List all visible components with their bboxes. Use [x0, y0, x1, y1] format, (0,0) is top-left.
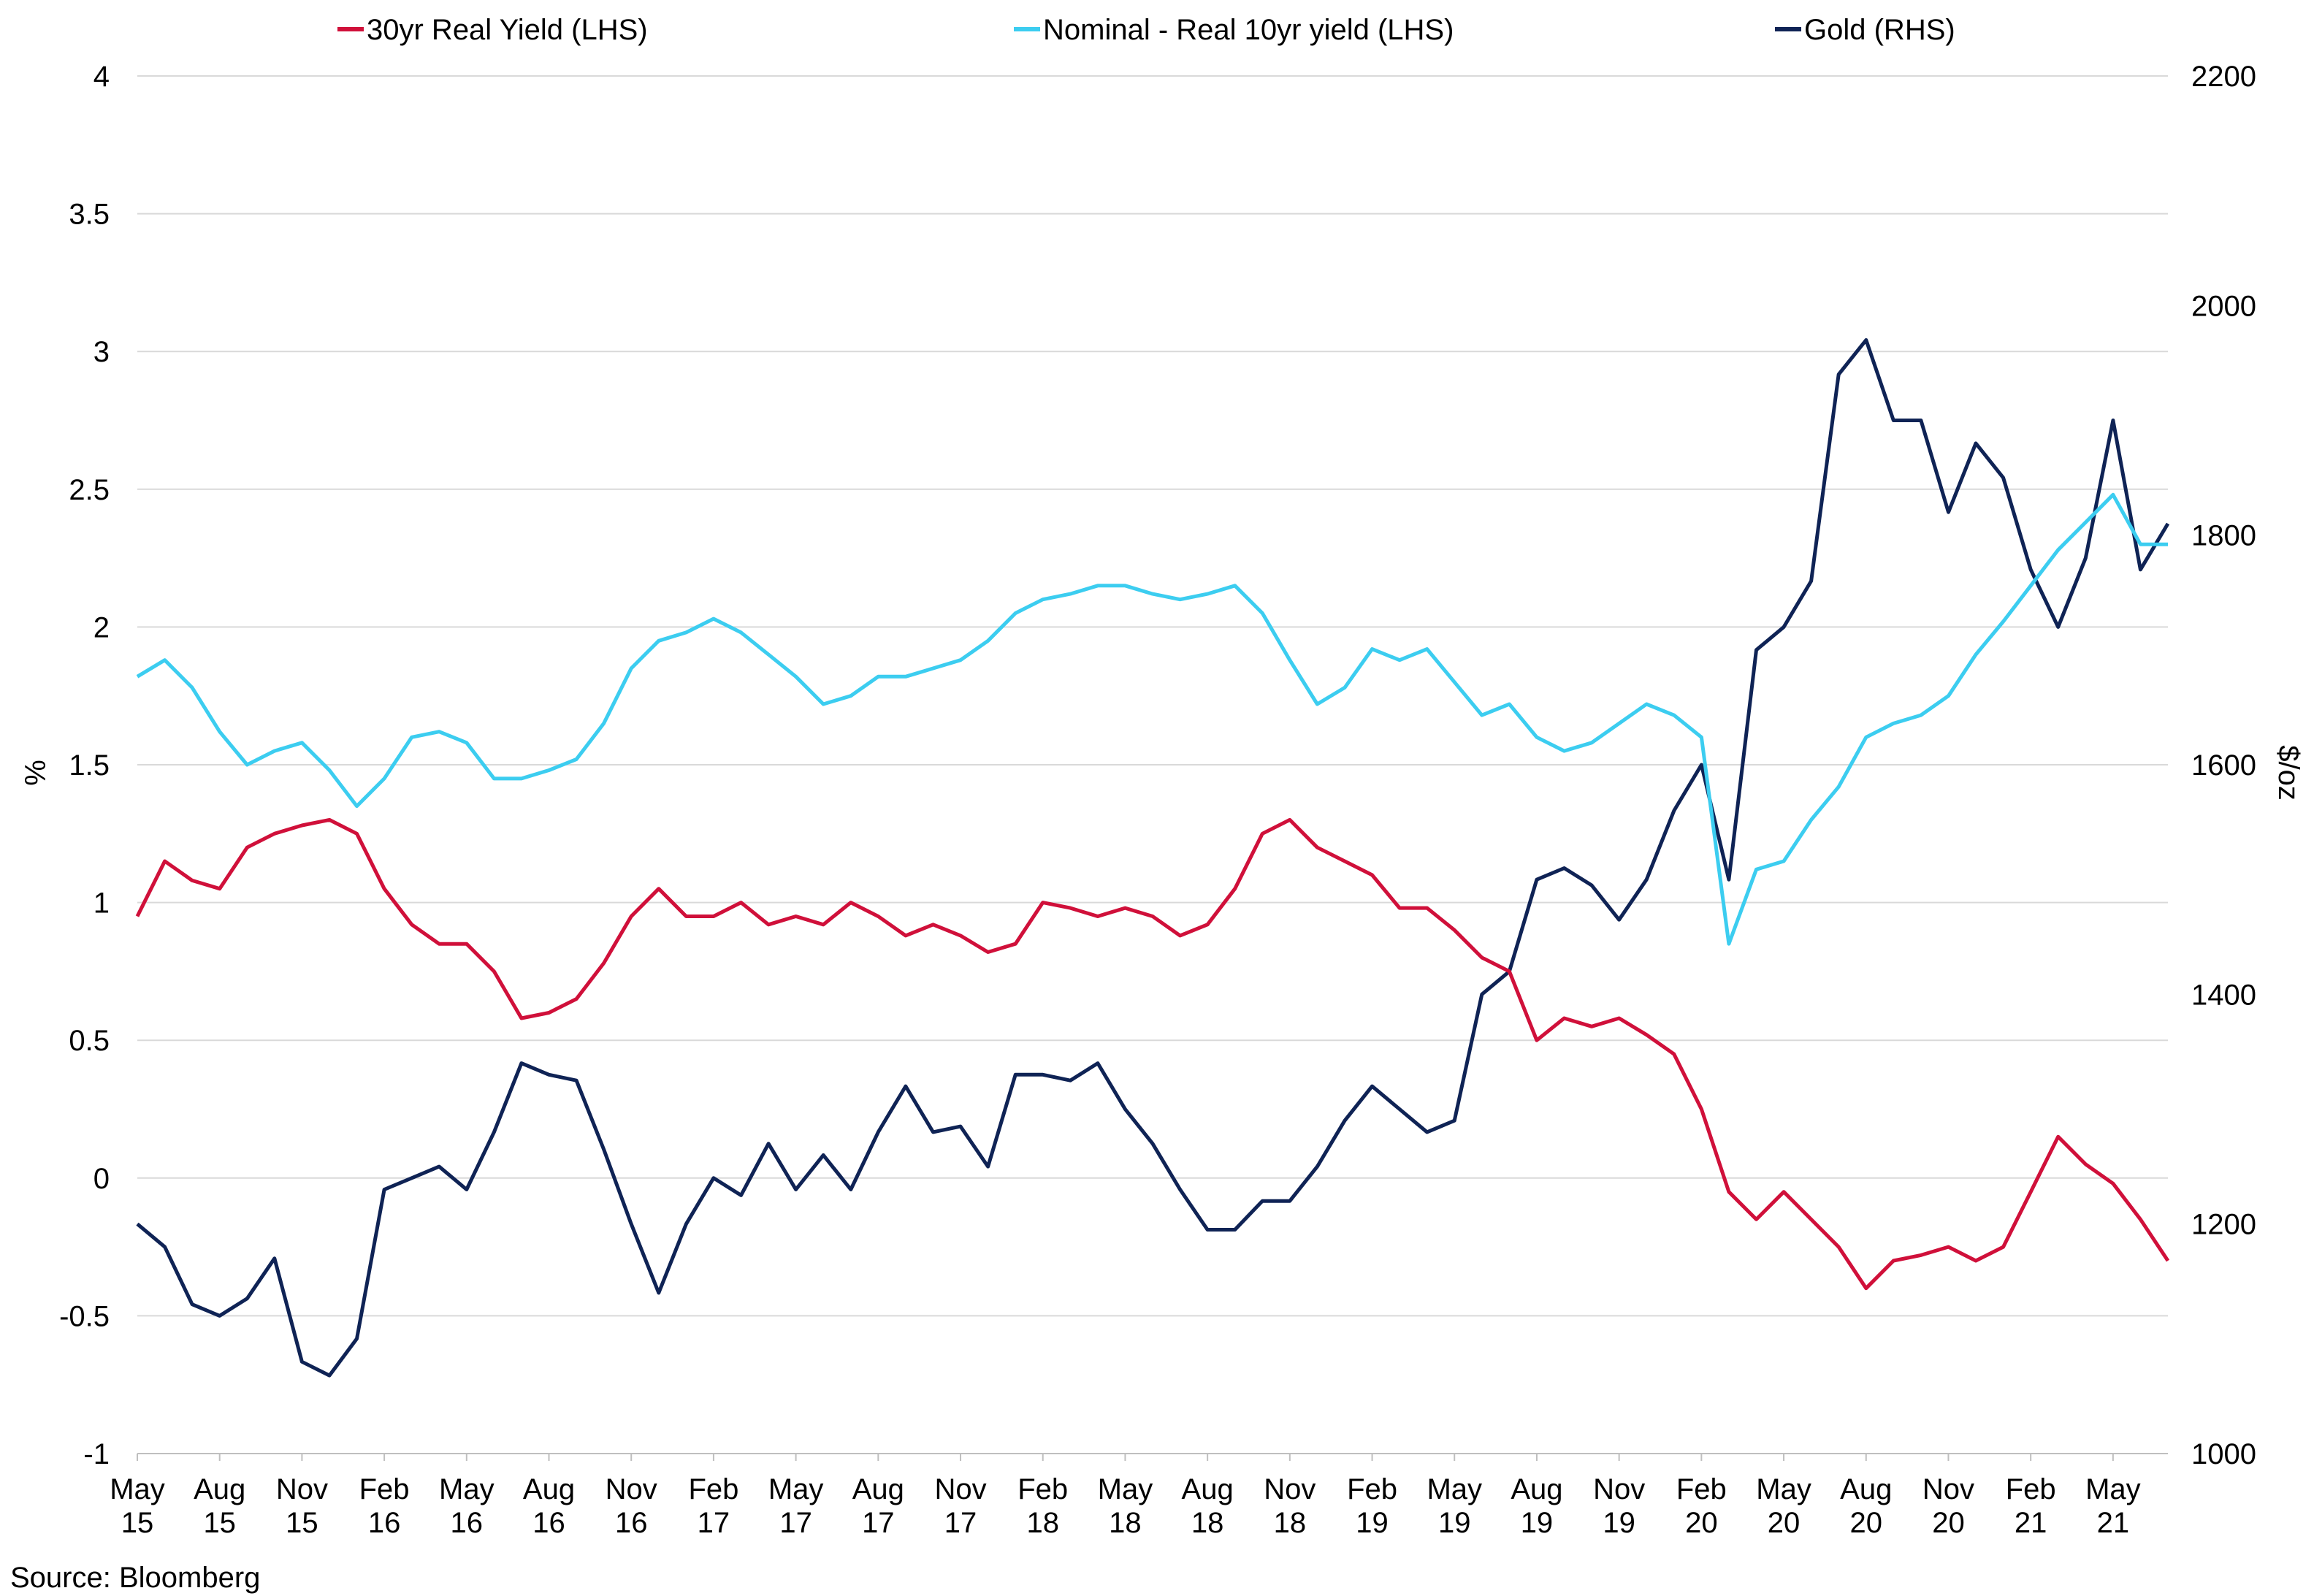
- x-tick-label-year: 15: [121, 1507, 154, 1539]
- x-tick-label-month: Aug: [1182, 1473, 1234, 1505]
- x-tick-label-year: 19: [1603, 1507, 1635, 1539]
- x-tick-label-year: 18: [1026, 1507, 1059, 1539]
- x-tick-label-month: Feb: [688, 1473, 738, 1505]
- x-tick-label-year: 19: [1356, 1507, 1389, 1539]
- x-tick-label-year: 16: [532, 1507, 565, 1539]
- y-right-tick-label: 1800: [2191, 520, 2256, 552]
- source-note: Source: Bloomberg: [10, 1562, 261, 1594]
- x-tick-label-year: 17: [944, 1507, 977, 1539]
- y-left-axis-title: %: [20, 760, 52, 786]
- x-tick-label-year: 15: [203, 1507, 236, 1539]
- y-left-tick-label: 4: [93, 61, 110, 93]
- y-right-axis-title: $/oz: [2272, 745, 2305, 801]
- x-tick-label-year: 17: [862, 1507, 895, 1539]
- x-tick-label-month: Aug: [194, 1473, 245, 1505]
- x-tick-label-month: Aug: [1511, 1473, 1562, 1505]
- x-tick-label-year: 21: [2097, 1507, 2130, 1539]
- y-left-tick-label: 3: [93, 336, 110, 368]
- x-tick-label-month: Nov: [1922, 1473, 1974, 1505]
- x-tick-label-month: May: [439, 1473, 495, 1505]
- y-left-tick-label: 1: [93, 887, 110, 920]
- x-tick-label-year: 19: [1438, 1507, 1471, 1539]
- x-tick-label-year: 16: [451, 1507, 484, 1539]
- x-axis-ticks: May15Aug15Nov15Feb16May16Aug16Nov16Feb17…: [110, 1453, 2168, 1539]
- x-tick-label-year: 21: [2015, 1507, 2047, 1539]
- x-tick-label-month: Nov: [934, 1473, 986, 1505]
- y-left-tick-label: 2.5: [69, 474, 110, 506]
- y-left-tick-label: 2: [93, 611, 110, 644]
- x-tick-label-year: 20: [1768, 1507, 1801, 1539]
- legend-label-1: Nominal - Real 10yr yield (LHS): [1043, 14, 1454, 46]
- y-right-tick-label: 1200: [2191, 1209, 2256, 1241]
- x-tick-label-month: May: [1756, 1473, 1811, 1505]
- y-left-tick-label: 3.5: [69, 199, 110, 231]
- x-tick-label-month: Nov: [606, 1473, 657, 1505]
- x-tick-label-month: Feb: [1676, 1473, 1727, 1505]
- x-tick-label-year: 18: [1109, 1507, 1142, 1539]
- y-right-tick-label: 1000: [2191, 1438, 2256, 1470]
- x-tick-label-month: May: [1098, 1473, 1153, 1505]
- y-right-tick-label: 2200: [2191, 61, 2256, 93]
- x-tick-label-year: 19: [1521, 1507, 1554, 1539]
- x-tick-label-year: 17: [779, 1507, 812, 1539]
- x-tick-label-month: Nov: [276, 1473, 328, 1505]
- x-tick-label-month: Feb: [1017, 1473, 1068, 1505]
- x-tick-label-month: Aug: [523, 1473, 575, 1505]
- x-tick-label-month: Aug: [852, 1473, 904, 1505]
- x-tick-label-year: 17: [698, 1507, 730, 1539]
- x-tick-label-month: Feb: [2006, 1473, 2056, 1505]
- x-tick-label-month: Aug: [1840, 1473, 1892, 1505]
- y-left-tick-label: -0.5: [59, 1300, 110, 1332]
- x-tick-label-year: 16: [615, 1507, 648, 1539]
- legend-label-2: Gold (RHS): [1804, 14, 1955, 46]
- x-tick-label-year: 20: [1685, 1507, 1718, 1539]
- x-tick-label-month: Nov: [1593, 1473, 1645, 1505]
- gridlines: [137, 75, 2168, 1454]
- right-axis-ticks: 2200 2000 1800 1600 1400 1200 1000: [2191, 61, 2256, 1470]
- left-axis-ticks: 4 3.5 3 2.5 2 1.5 1 0.5 0 -0.5 -1: [59, 61, 110, 1470]
- x-tick-label-month: Feb: [359, 1473, 410, 1505]
- series-line-2: [136, 338, 2170, 1378]
- x-tick-label-month: May: [2085, 1473, 2141, 1505]
- series-line-1: [136, 492, 2168, 946]
- legend: 30yr Real Yield (LHS) Nominal - Real 10yr…: [337, 14, 1955, 46]
- x-tick-label-year: 18: [1191, 1507, 1224, 1539]
- y-right-tick-label: 2000: [2191, 290, 2256, 322]
- y-right-tick-label: 1600: [2191, 749, 2256, 782]
- series-line-0: [135, 817, 2170, 1291]
- x-tick-label-year: 20: [1932, 1507, 1965, 1539]
- x-tick-label-year: 18: [1274, 1507, 1307, 1539]
- y-left-tick-label: -1: [83, 1438, 110, 1470]
- x-tick-label-month: May: [1427, 1473, 1482, 1505]
- y-left-tick-label: 0.5: [69, 1025, 110, 1057]
- y-right-tick-label: 1400: [2191, 979, 2256, 1011]
- x-tick-label-year: 15: [286, 1507, 318, 1539]
- y-left-tick-label: 0: [93, 1163, 110, 1195]
- x-tick-label-month: Feb: [1347, 1473, 1397, 1505]
- series-lines: [135, 338, 2170, 1378]
- x-tick-label-year: 20: [1850, 1507, 1883, 1539]
- x-tick-label-month: Nov: [1264, 1473, 1316, 1505]
- x-tick-label-year: 16: [368, 1507, 401, 1539]
- y-left-tick-label: 1.5: [69, 749, 110, 782]
- legend-label-0: 30yr Real Yield (LHS): [367, 14, 648, 46]
- x-tick-label-month: May: [110, 1473, 165, 1505]
- x-tick-label-month: May: [768, 1473, 824, 1505]
